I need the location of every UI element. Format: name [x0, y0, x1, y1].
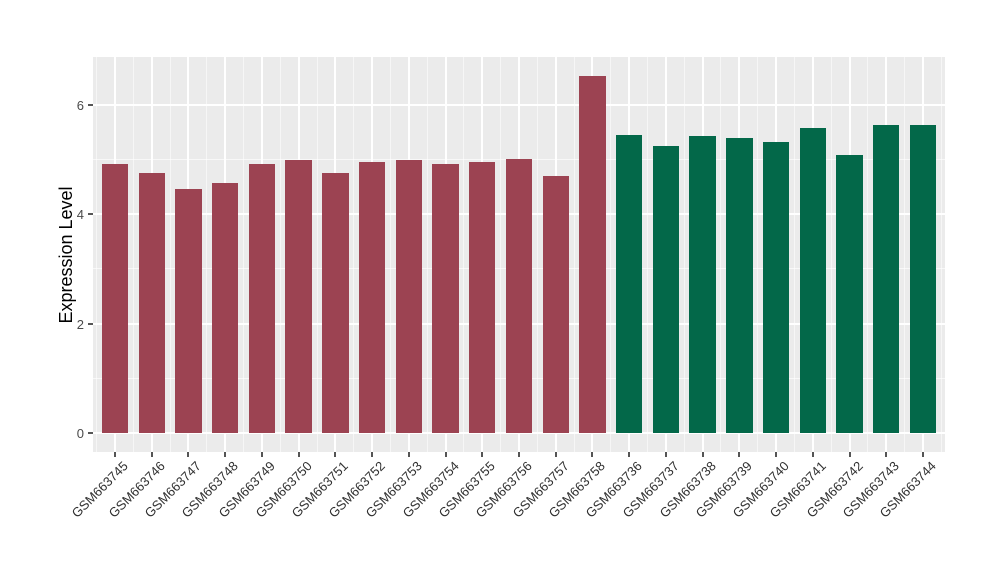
gridline-vertical-minor	[353, 57, 355, 452]
gridline-vertical-minor	[132, 57, 134, 452]
y-axis-tick	[88, 213, 93, 216]
gridline-vertical-minor	[316, 57, 318, 452]
y-axis-tick	[88, 104, 93, 107]
x-axis-tick	[407, 452, 410, 457]
gridline-vertical-minor	[720, 57, 722, 452]
gridline-vertical-minor	[683, 57, 685, 452]
bar-GSM663741	[799, 128, 826, 433]
x-axis-tick	[518, 452, 520, 457]
x-axis-tick	[224, 452, 227, 457]
bar-GSM663757	[542, 175, 569, 433]
x-axis-tick	[811, 452, 814, 457]
x-axis-tick	[444, 452, 447, 457]
gridline-vertical-minor	[867, 57, 869, 452]
gridline-vertical-minor	[279, 57, 281, 452]
bar-GSM663744	[909, 124, 937, 433]
bar-GSM663740	[762, 142, 790, 433]
bar-GSM663738	[689, 136, 716, 433]
bar-GSM663749	[248, 163, 276, 433]
gridline-vertical-minor	[573, 57, 575, 452]
gridline-vertical-minor	[426, 57, 428, 452]
x-axis-tick	[260, 452, 263, 457]
x-axis-tick	[628, 452, 631, 457]
y-axis-tick	[88, 322, 93, 325]
bar-GSM663756	[505, 159, 533, 433]
bar-GSM663746	[138, 173, 165, 433]
x-axis-tick	[150, 452, 153, 457]
bar-GSM663758	[579, 75, 606, 433]
gridline-vertical-minor	[96, 57, 98, 452]
y-axis-tick-label: 6	[76, 98, 84, 114]
x-axis-tick	[187, 452, 190, 457]
x-axis-tick	[591, 452, 594, 457]
y-axis-title: Expression Level	[56, 186, 76, 324]
x-axis-tick	[848, 452, 851, 457]
gridline-vertical-minor	[389, 57, 391, 452]
gridline-vertical-minor	[904, 57, 906, 452]
x-axis-tick	[701, 452, 704, 457]
gridline-vertical-minor	[500, 57, 502, 452]
gridline-vertical-minor	[757, 57, 759, 452]
gridline-vertical-minor	[536, 57, 538, 452]
x-axis-tick	[371, 452, 374, 457]
gridline-vertical-minor	[940, 57, 942, 452]
gridline-vertical-minor	[169, 57, 171, 452]
x-axis-tick	[481, 452, 484, 457]
x-axis-tick	[334, 452, 337, 457]
bar-GSM663752	[358, 162, 386, 433]
x-axis-tick	[664, 452, 667, 457]
gridline-vertical-minor	[610, 57, 612, 452]
bar-GSM663739	[726, 138, 753, 433]
x-axis-tick	[921, 452, 924, 457]
bar-GSM663742	[836, 155, 863, 433]
y-axis-tick-label: 4	[76, 207, 84, 223]
gridline-vertical-minor	[830, 57, 832, 452]
x-axis-tick	[554, 452, 557, 457]
bar-GSM663736	[615, 134, 643, 433]
x-axis-tick	[114, 452, 117, 457]
x-axis-tick	[738, 452, 741, 457]
bar-GSM663743	[873, 124, 900, 433]
plot-panel	[93, 57, 945, 452]
bar-GSM663747	[175, 188, 202, 433]
x-axis-tick	[775, 452, 778, 457]
bar-GSM663748	[211, 183, 239, 433]
y-axis-tick-label: 2	[76, 316, 84, 332]
bar-GSM663755	[469, 161, 496, 433]
x-axis-tick	[297, 452, 300, 457]
bar-GSM663745	[101, 164, 129, 433]
gridline-vertical-minor	[463, 57, 465, 452]
gridline-vertical-minor	[793, 57, 795, 452]
y-axis-tick-label: 0	[76, 425, 84, 441]
bar-GSM663750	[285, 160, 312, 433]
bar-GSM663753	[395, 160, 423, 433]
bar-GSM663751	[322, 173, 349, 433]
gridline-vertical-minor	[206, 57, 208, 452]
x-axis-tick	[885, 452, 888, 457]
gridline-vertical-minor	[243, 57, 245, 452]
gridline-vertical-minor	[647, 57, 649, 452]
bar-GSM663754	[432, 164, 459, 433]
bar-GSM663737	[652, 146, 680, 433]
y-axis-tick	[88, 431, 93, 434]
